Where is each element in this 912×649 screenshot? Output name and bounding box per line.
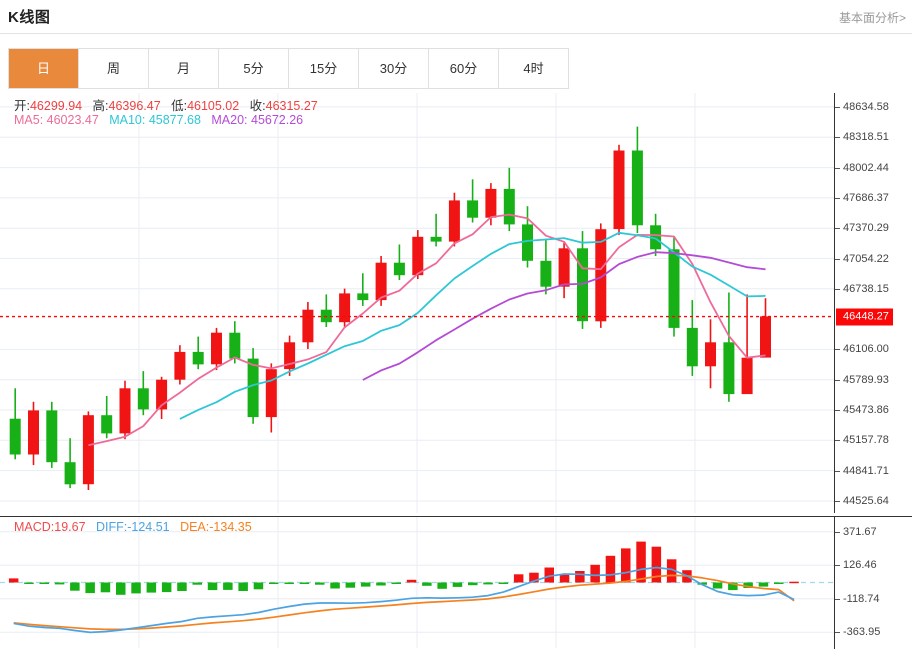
price-axis-tick bbox=[835, 440, 840, 442]
macd-axis-label: -118.74 bbox=[843, 592, 880, 605]
period-tab-bar: 日周月 5分 15分 30分 60分 4时 bbox=[8, 48, 569, 89]
macd-value: 19.67 bbox=[54, 520, 86, 534]
price-chart: 开:46299.94 高:46396.47 低:46105.02 收:46315… bbox=[0, 93, 912, 513]
dea-label: DEA: bbox=[180, 520, 210, 534]
macd-axis-label: -363.95 bbox=[843, 626, 881, 639]
period-tab-4[interactable]: 15分 bbox=[289, 49, 359, 88]
macd-legend: MACD:19.67 DIFF:-124.51 DEA:-134.35 bbox=[14, 520, 252, 534]
price-plot: 开:46299.94 高:46396.47 低:46105.02 收:46315… bbox=[0, 93, 834, 513]
macd-axis-tick bbox=[835, 632, 840, 634]
price-axis-tick bbox=[835, 410, 840, 411]
current-price-marker: 46448.27 bbox=[836, 308, 893, 326]
period-tab-6[interactable]: 60分 bbox=[429, 49, 499, 88]
diff-value: -124.51 bbox=[127, 520, 170, 534]
fundamental-analysis-link[interactable]: 基本面分析> bbox=[838, 11, 906, 25]
price-axis: 48634.58 48318.51 48002.44 47686.37 47370.29… bbox=[834, 93, 912, 513]
price-axis-label: 46738.15 bbox=[843, 282, 889, 295]
price-axis-label: 48634.58 bbox=[843, 100, 889, 113]
price-axis-label: 47370.29 bbox=[843, 222, 889, 235]
macd-label: MACD: bbox=[14, 520, 55, 534]
price-axis-label: 48318.51 bbox=[843, 131, 889, 144]
macd-axis-tick bbox=[835, 598, 840, 600]
price-axis-tick bbox=[835, 228, 840, 230]
price-axis-tick bbox=[835, 106, 840, 108]
macd-axis-tick bbox=[835, 531, 840, 533]
price-axis-tick bbox=[835, 349, 840, 351]
macd-axis-tick bbox=[835, 565, 840, 567]
price-axis-label: 48002.44 bbox=[843, 161, 889, 174]
macd-chart: MACD:19.67 DIFF:-124.51 DEA:-134.35 371.… bbox=[0, 516, 912, 649]
macd-axis-label: 126.46 bbox=[843, 559, 877, 572]
dea-value: -134.35 bbox=[209, 520, 252, 534]
price-axis-label: 44525.64 bbox=[843, 495, 889, 507]
diff-label: DIFF: bbox=[95, 520, 128, 534]
price-axis-label: 47686.37 bbox=[843, 191, 889, 204]
candlestick-canvas[interactable] bbox=[0, 93, 834, 513]
page-header: K线图 基本面分析> bbox=[0, 0, 912, 34]
price-axis-label: 44841.71 bbox=[843, 464, 889, 477]
macd-plot: MACD:19.67 DIFF:-124.51 DEA:-134.35 bbox=[0, 517, 834, 649]
price-axis-tick bbox=[835, 288, 840, 290]
price-axis-tick bbox=[835, 137, 840, 139]
period-tab-5[interactable]: 30分 bbox=[359, 49, 429, 88]
period-tab-3[interactable]: 5分 bbox=[219, 49, 289, 88]
macd-canvas[interactable] bbox=[0, 517, 834, 648]
price-axis-label: 45789.93 bbox=[843, 373, 889, 386]
page-title: K线图 bbox=[8, 9, 51, 26]
price-axis-tick bbox=[835, 470, 840, 472]
period-tab-7[interactable]: 4时 bbox=[499, 49, 569, 88]
price-axis-tick bbox=[835, 197, 840, 199]
price-axis-label: 46106.00 bbox=[843, 343, 889, 356]
price-axis-tick bbox=[835, 501, 840, 502]
price-axis-tick bbox=[835, 167, 840, 169]
period-tab-2[interactable]: 月 bbox=[149, 49, 219, 88]
price-axis-label: 45473.86 bbox=[843, 404, 889, 416]
period-tab-0[interactable]: 日 bbox=[9, 49, 79, 88]
macd-axis-label: 371.67 bbox=[843, 525, 877, 538]
price-axis-tick bbox=[835, 379, 840, 381]
macd-axis: 371.67 126.46 -118.74 -363.95 bbox=[834, 517, 912, 649]
price-axis-label: 45157.78 bbox=[843, 434, 889, 447]
price-axis-label: 47054.22 bbox=[843, 252, 889, 265]
price-axis-tick bbox=[835, 258, 840, 260]
period-tab-1[interactable]: 周 bbox=[79, 49, 149, 88]
